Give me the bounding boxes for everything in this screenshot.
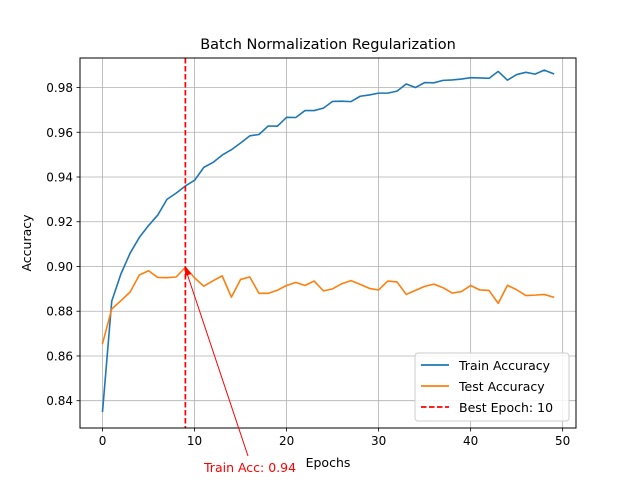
chart-title: Batch Normalization Regularization — [200, 37, 456, 53]
series-group — [101, 69, 555, 413]
y-tick-label: 0.96 — [46, 126, 73, 140]
legend-label-best-epoch: Best Epoch: 10 — [459, 400, 553, 415]
legend-box — [414, 352, 570, 422]
x-tick-label: 0 — [99, 434, 107, 448]
x-tick-label: 20 — [279, 434, 294, 448]
x-tick-label: 40 — [463, 434, 478, 448]
y-tick-label: 0.88 — [46, 305, 73, 319]
test-accuracy-line — [101, 266, 555, 345]
y-tick-label: 0.94 — [46, 171, 73, 185]
y-tick-label: 0.92 — [46, 215, 73, 229]
x-tick-label: 30 — [371, 434, 386, 448]
x-axis-label: Epochs — [306, 455, 351, 470]
y-tick-label: 0.84 — [46, 394, 73, 408]
plot-frame — [79, 57, 577, 429]
annotation-arrowhead — [184, 266, 192, 277]
x-tick-label: 10 — [187, 434, 202, 448]
x-axis-ticks: 0 10 20 30 40 50 — [99, 428, 570, 448]
annotation-text: Train Acc: 0.94 — [203, 460, 296, 475]
legend-label-train: Train Accuracy — [458, 358, 551, 373]
legend-label-test: Test Accuracy — [458, 379, 545, 394]
y-tick-label: 0.86 — [46, 349, 73, 363]
annotation: Train Acc: 0.94 — [184, 266, 296, 475]
annotation-arrow — [184, 268, 249, 457]
y-axis-ticks: 0.84 0.86 0.88 0.90 0.92 0.94 0.96 0.98 — [46, 81, 80, 408]
y-tick-label: 0.90 — [46, 260, 73, 274]
y-tick-label: 0.98 — [46, 81, 73, 95]
x-tick-label: 50 — [555, 434, 570, 448]
grid — [80, 58, 576, 428]
train-accuracy-line — [101, 69, 555, 413]
y-axis-label: Accuracy — [19, 214, 34, 272]
legend: Train Accuracy Test Accuracy Best Epoch:… — [414, 352, 570, 422]
